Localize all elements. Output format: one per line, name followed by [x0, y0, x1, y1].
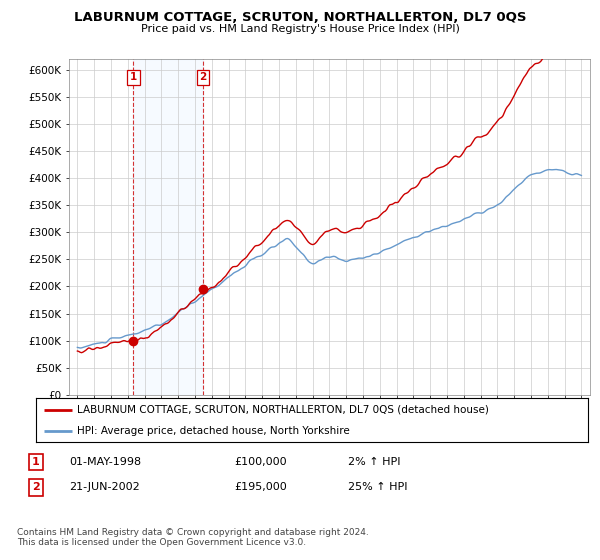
Text: 2% ↑ HPI: 2% ↑ HPI — [348, 457, 401, 467]
Text: LABURNUM COTTAGE, SCRUTON, NORTHALLERTON, DL7 0QS: LABURNUM COTTAGE, SCRUTON, NORTHALLERTON… — [74, 11, 526, 24]
Bar — [133, 59, 203, 395]
Text: 01-MAY-1998: 01-MAY-1998 — [69, 457, 141, 467]
Text: £100,000: £100,000 — [234, 457, 287, 467]
Text: 1: 1 — [130, 72, 137, 82]
Text: 25% ↑ HPI: 25% ↑ HPI — [348, 482, 407, 492]
Text: HPI: Average price, detached house, North Yorkshire: HPI: Average price, detached house, Nort… — [77, 426, 350, 436]
Text: Price paid vs. HM Land Registry's House Price Index (HPI): Price paid vs. HM Land Registry's House … — [140, 24, 460, 34]
Text: LABURNUM COTTAGE, SCRUTON, NORTHALLERTON, DL7 0QS (detached house): LABURNUM COTTAGE, SCRUTON, NORTHALLERTON… — [77, 405, 489, 415]
Text: £195,000: £195,000 — [234, 482, 287, 492]
Text: 21-JUN-2002: 21-JUN-2002 — [69, 482, 140, 492]
Text: Contains HM Land Registry data © Crown copyright and database right 2024.
This d: Contains HM Land Registry data © Crown c… — [17, 528, 368, 547]
Text: 1: 1 — [32, 457, 40, 467]
Text: 2: 2 — [32, 482, 40, 492]
Text: 2: 2 — [199, 72, 206, 82]
